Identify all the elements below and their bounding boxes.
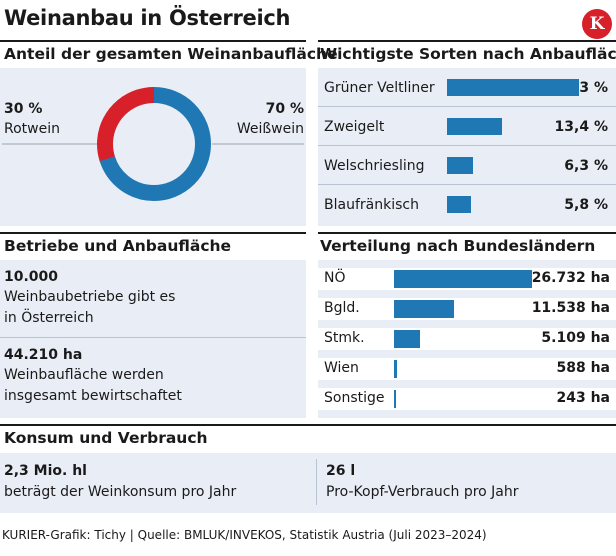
section-rule [0,40,306,42]
kurier-logo: K [582,9,612,39]
section-rule [0,424,616,426]
sorte-label: Grüner Veltliner [324,80,435,96]
bl-label: NÖ [324,270,346,286]
rot-label: Rotwein [4,121,60,137]
konsum-divider [316,459,317,505]
bl-bar [394,300,454,318]
sorte-separator [318,106,616,107]
verbrauch-text: Pro-Kopf-Verbrauch pro Jahr [326,484,519,500]
bl-value: 5.109 ha [541,330,610,346]
section-title-anteil: Anteil der gesamten Weinanbaufläche [4,45,338,63]
bl-row-bg [318,328,616,350]
weiss-label: Weißwein [236,121,304,137]
page-title: Weinanbau in Österreich [4,6,291,30]
donut-panel: 30 % Rotwein 70 % Weißwein [0,68,306,226]
donut-slice-weisswein [97,87,211,201]
section-title-verteilung: Verteilung nach Bundesländern [320,237,596,255]
bl-value: 26.732 ha [531,270,610,286]
sorte-bar [447,79,579,96]
bl-bar [394,270,532,288]
sorte-separator [318,145,616,146]
sorte-label: Welschriesling [324,158,425,174]
bl-label: Wien [324,360,359,376]
verbrauch-value: 26 l [326,463,356,479]
sorte-separator [318,184,616,185]
konsum-text: beträgt der Weinkonsum pro Jahr [4,484,237,500]
bl-bar [394,390,396,408]
bl-label: Sonstige [324,390,385,406]
bl-bar [394,330,421,348]
bl-bar [394,360,398,378]
sorte-bar [447,157,473,174]
flaeche-text: insgesamt bewirtschaftet [4,388,182,404]
sorten-panel: Grüner Veltliner 32,3 % Zweigelt 13,4 % … [318,68,616,226]
flaeche-text: Weinbaufläche werden [4,367,164,383]
sorte-label: Blaufränkisch [324,197,419,213]
sorte-value: 6,3 % [564,158,608,174]
section-title-betriebe: Betriebe und Anbaufläche [4,237,232,255]
source-footer: KURIER-Grafik: Tichy | Quelle: BMLUK/INV… [2,528,487,542]
bl-value: 11.538 ha [531,300,610,316]
section-rule [318,40,616,42]
betriebe-text: Weinbaubetriebe gibt es [4,289,176,305]
betriebe-text: in Österreich [4,310,94,326]
bl-row-bg [318,298,616,320]
betriebe-count: 10.000 [4,269,59,285]
sorte-value: 5,8 % [564,197,608,213]
section-rule [318,232,616,234]
rot-percent: 30 % [4,101,43,117]
flaeche-value: 44.210 ha [4,347,83,363]
betriebe-panel: 10.000 Weinbaubetriebe gibt es in Österr… [0,260,306,418]
betriebe-separator [0,337,306,338]
sorte-value: 13,4 % [554,119,608,135]
donut-chart [2,87,304,201]
bl-label: Bgld. [324,300,360,316]
sorte-bar [447,196,471,213]
section-title-konsum: Konsum und Verbrauch [4,429,208,447]
bl-value: 588 ha [556,360,610,376]
verteilung-panel: NÖ Bgld. Stmk. Wien Sonstige 26.732 ha 1… [318,260,616,418]
sorte-label: Zweigelt [324,119,385,135]
bl-label: Stmk. [324,330,365,346]
section-title-sorten: Wichtigste Sorten nach Anbaufläche [320,45,616,63]
weiss-percent: 70 % [265,101,304,117]
konsum-panel: 2,3 Mio. hl beträgt der Weinkonsum pro J… [0,453,616,513]
sorte-bar [447,118,502,135]
konsum-value: 2,3 Mio. hl [4,463,87,479]
section-rule [0,232,306,234]
bl-row-bg [318,358,616,380]
bl-row-bg [318,388,616,410]
bl-value: 243 ha [556,390,610,406]
